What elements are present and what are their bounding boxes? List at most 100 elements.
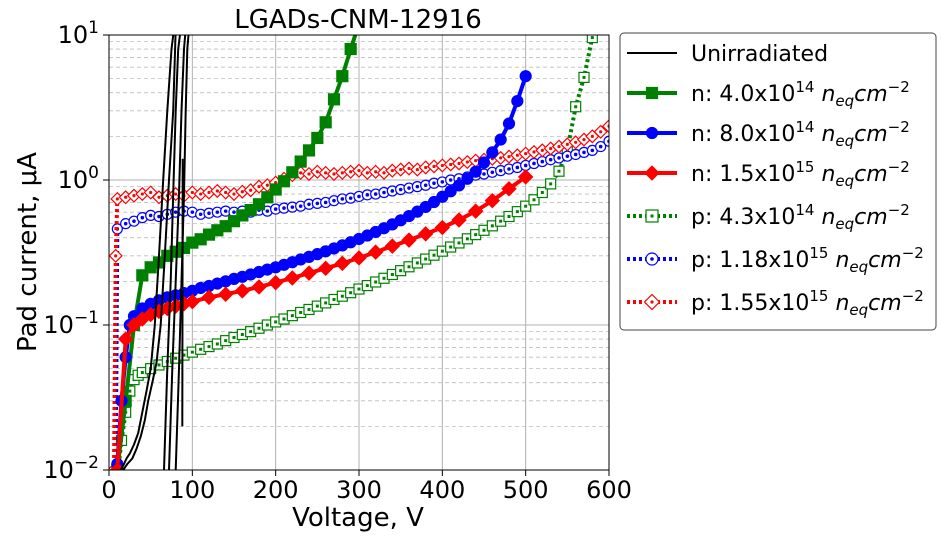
data-point-dot [324, 301, 328, 305]
data-point [501, 181, 517, 197]
data-point [136, 269, 149, 282]
data-point-dot [440, 163, 444, 168]
x-tick-label: 200 [253, 476, 299, 504]
data-point-dot [490, 170, 495, 175]
data-point [502, 117, 516, 130]
data-point-dot [598, 144, 603, 149]
series-line [122, 35, 177, 470]
data-point-dot [265, 323, 269, 327]
data-point [294, 155, 307, 168]
data-point-dot [349, 291, 353, 295]
data-point-dot [373, 192, 378, 196]
data-point [234, 283, 251, 299]
data-point-dot [507, 155, 511, 159]
data-point-dot [348, 196, 353, 200]
data-point-dot [465, 237, 469, 241]
series-0 [119, 35, 190, 470]
data-point-dot [532, 150, 536, 154]
series-6 [109, 119, 609, 470]
data-point-dot [515, 165, 520, 170]
data-point-dot [424, 257, 428, 261]
data-point [434, 219, 451, 236]
data-point-dot [257, 185, 261, 189]
data-point-dot [114, 254, 118, 258]
data-point-dot [374, 280, 378, 284]
data-point-dot [223, 209, 228, 213]
data-point-dot [199, 192, 203, 196]
data-point [519, 70, 532, 83]
data-point-dot [207, 211, 211, 216]
data-point [301, 265, 317, 281]
series-line [119, 35, 175, 470]
series-2 [111, 70, 532, 470]
data-point-dot [540, 190, 544, 194]
x-tick-label: 100 [169, 476, 215, 504]
data-point-dot [290, 205, 295, 209]
data-point-dot [498, 168, 503, 173]
legend-entry: p: 1.18x1015 neqcm−2 [627, 244, 924, 276]
data-point-dot [549, 146, 553, 151]
data-point-dot [448, 178, 453, 182]
y-axis-label: Pad current, μA [13, 152, 43, 352]
data-point-dot [282, 317, 286, 321]
data-point-dot [357, 169, 361, 173]
data-point-dot [357, 287, 361, 291]
data-point-dot [465, 160, 469, 164]
data-point [251, 279, 267, 295]
data-point-dot [215, 210, 220, 214]
data-point-dot [390, 169, 394, 173]
data-point [284, 270, 301, 286]
data-point-dot [474, 159, 478, 163]
data-point-dot [232, 335, 236, 339]
data-point-dot [382, 276, 386, 280]
x-tick-label: 0 [101, 476, 116, 504]
data-point-dot [365, 193, 370, 197]
data-point-dot [274, 320, 278, 324]
data-point-dot [332, 172, 336, 176]
data-point-dot [148, 213, 153, 218]
legend-label: p: 1.18x1015 neqcm−2 [691, 244, 924, 276]
data-point [311, 131, 324, 145]
legend-label: p: 4.3x1014 neqcm−2 [691, 201, 910, 233]
data-point-dot [449, 245, 453, 249]
x-tick-label: 300 [336, 476, 382, 504]
data-point-dot [499, 219, 503, 223]
legend-label: Unirradiated [691, 42, 828, 67]
data-point-dot [357, 194, 361, 199]
data-point [269, 183, 282, 196]
data-point [201, 289, 217, 306]
data-point-dot [132, 219, 136, 223]
data-point-dot [407, 166, 411, 171]
data-point-dot [548, 157, 553, 162]
data-point-dot [523, 163, 528, 168]
series-line [168, 35, 187, 470]
legend-entry: p: 4.3x1014 neqcm−2 [627, 201, 910, 233]
data-point-dot [599, 130, 603, 134]
legend-label: n: 1.5x1015 neqcm−2 [691, 158, 910, 190]
data-point-dot [573, 152, 578, 157]
data-point-dot [574, 105, 578, 109]
legend: Unirradiated n: 4.0x1014 neqcm−2 n: 8.0x10… [619, 32, 937, 331]
data-point-dot [382, 171, 386, 175]
data-point [117, 331, 134, 347]
data-point-dot [557, 156, 561, 160]
data-point-dot [124, 195, 128, 199]
data-point-dot [182, 353, 186, 357]
data-point [444, 185, 457, 198]
data-point-dot [157, 195, 161, 199]
legend-marker-dot [650, 214, 654, 218]
legend-marker [645, 86, 659, 100]
data-point-dot [190, 350, 194, 354]
data-point [334, 255, 351, 272]
x-tick-label: 600 [586, 476, 632, 504]
data-point-dot [324, 171, 328, 175]
data-point-dot [232, 192, 236, 196]
data-point-dot [399, 167, 403, 172]
data-point-dot [240, 332, 244, 336]
data-point-dot [457, 241, 461, 245]
data-point-dot [415, 184, 420, 189]
data-point-dot [215, 189, 219, 193]
data-point-dot [315, 304, 319, 308]
x-tick-label: 400 [419, 476, 465, 504]
data-point-dot [582, 75, 586, 79]
